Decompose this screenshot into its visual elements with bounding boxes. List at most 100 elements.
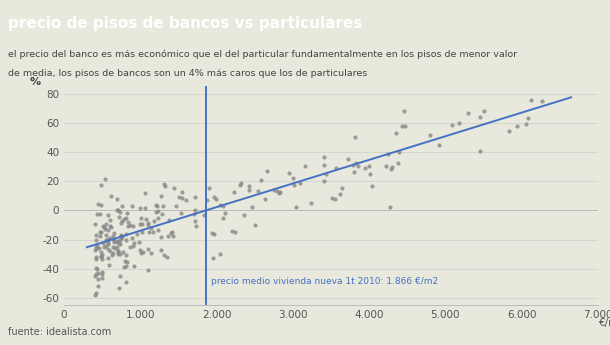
Point: [121, 259, 131, 264]
Point: [202, 197, 212, 203]
Point: [199, 213, 209, 218]
Point: [350, 135, 359, 140]
Point: [176, 210, 186, 216]
Point: [397, 124, 407, 129]
Point: [135, 221, 145, 226]
Point: [190, 207, 200, 213]
Point: [100, 226, 110, 231]
Point: [93, 276, 102, 282]
Point: [163, 234, 173, 239]
Point: [400, 108, 409, 114]
Point: [98, 256, 107, 262]
Point: [112, 239, 122, 244]
Point: [218, 215, 228, 221]
Point: [365, 163, 375, 169]
Point: [386, 205, 395, 210]
Point: [140, 205, 149, 211]
Point: [156, 234, 166, 240]
Point: [230, 229, 240, 235]
Point: [90, 273, 100, 278]
Point: [93, 270, 102, 276]
Point: [104, 263, 113, 268]
Point: [92, 242, 102, 247]
Point: [512, 124, 522, 129]
Point: [229, 189, 239, 195]
Point: [292, 204, 301, 209]
Point: [103, 239, 113, 245]
Point: [104, 241, 113, 246]
Point: [270, 187, 279, 193]
Point: [149, 218, 159, 224]
Point: [113, 248, 123, 254]
Point: [95, 229, 105, 235]
Point: [190, 194, 200, 199]
Point: [239, 213, 249, 218]
Point: [112, 245, 122, 250]
Point: [105, 248, 115, 254]
Point: [96, 254, 106, 259]
Point: [101, 243, 110, 248]
Point: [140, 190, 149, 196]
Point: [98, 276, 107, 281]
Point: [151, 209, 161, 215]
Text: fuente: idealista.com: fuente: idealista.com: [8, 327, 111, 337]
Point: [114, 214, 124, 219]
Point: [108, 236, 118, 242]
Point: [91, 290, 101, 296]
Point: [361, 165, 370, 170]
Point: [118, 249, 127, 255]
Point: [121, 231, 131, 237]
Point: [122, 210, 132, 215]
Text: €/m2: €/m2: [599, 318, 610, 328]
Point: [289, 183, 299, 188]
Point: [106, 235, 115, 240]
Point: [154, 216, 163, 221]
Point: [115, 285, 124, 290]
Point: [262, 168, 271, 174]
Point: [145, 229, 154, 235]
Point: [121, 237, 131, 243]
Point: [91, 244, 101, 249]
Point: [353, 163, 363, 168]
Point: [249, 222, 259, 228]
Point: [109, 230, 119, 235]
Point: [447, 122, 457, 128]
Point: [395, 150, 404, 155]
Point: [245, 184, 254, 189]
Point: [330, 196, 340, 201]
Point: [174, 194, 184, 199]
Point: [218, 204, 228, 209]
Point: [300, 163, 309, 169]
Point: [137, 229, 146, 235]
Point: [220, 210, 230, 215]
Point: [109, 234, 118, 239]
Point: [319, 162, 329, 168]
Point: [129, 240, 139, 246]
Point: [274, 190, 284, 196]
Point: [142, 216, 151, 222]
Point: [119, 216, 129, 221]
Point: [101, 221, 110, 226]
Point: [148, 229, 157, 235]
Point: [119, 265, 129, 270]
Point: [393, 160, 403, 166]
Point: [247, 204, 257, 210]
Point: [91, 256, 101, 262]
Text: de media, los pisos de bancos son un 4% más caros que los de particulares: de media, los pisos de bancos son un 4% …: [8, 69, 367, 78]
Point: [295, 180, 305, 186]
Point: [102, 246, 112, 252]
Point: [152, 203, 162, 208]
Point: [103, 255, 113, 261]
Point: [245, 187, 254, 193]
Text: %: %: [29, 78, 40, 88]
Point: [113, 251, 123, 257]
Point: [115, 209, 124, 215]
Point: [97, 252, 107, 258]
Point: [365, 171, 375, 177]
Point: [475, 115, 484, 120]
Point: [157, 211, 167, 216]
Point: [96, 234, 106, 239]
Point: [115, 241, 124, 246]
Point: [90, 221, 99, 227]
Point: [136, 250, 146, 256]
